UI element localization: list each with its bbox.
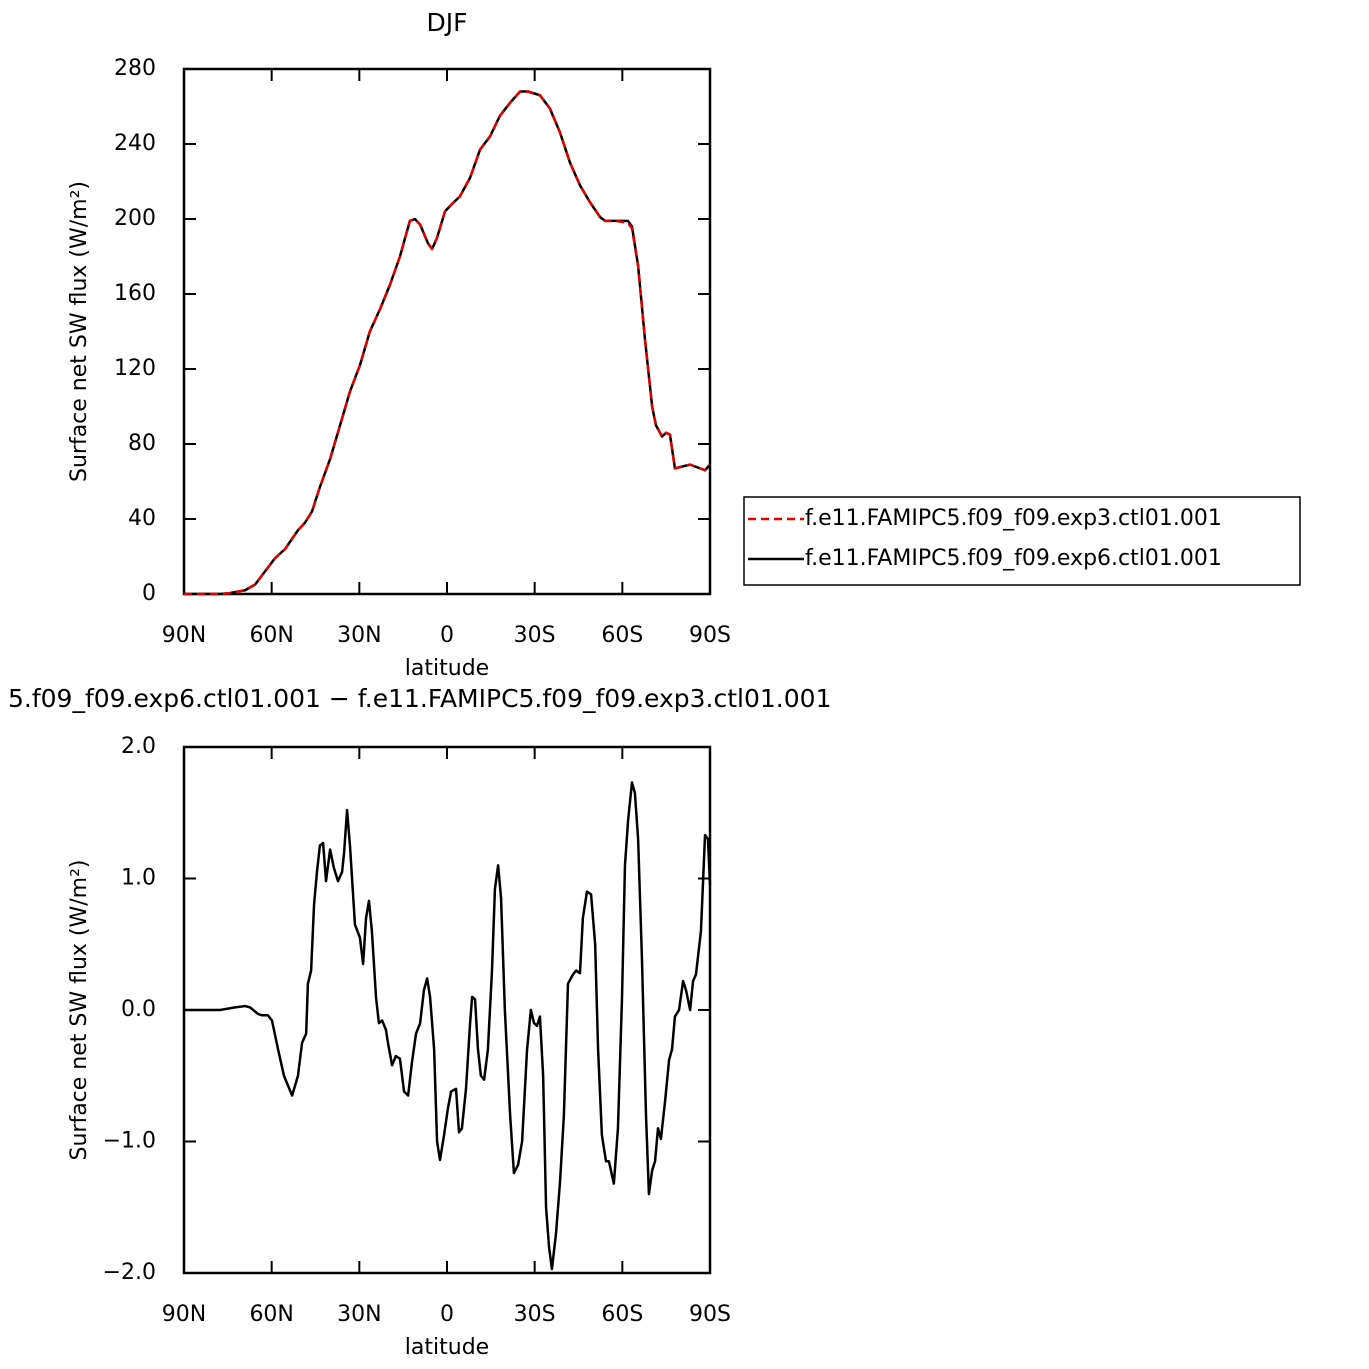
y-tick-label: 160 xyxy=(114,281,156,306)
y-tick-label: 120 xyxy=(114,356,156,381)
y-tick-label: 200 xyxy=(114,206,156,231)
x-tick-label: 30S xyxy=(514,623,556,648)
x-tick-label: 0 xyxy=(440,1302,454,1327)
y-tick-label: −2.0 xyxy=(103,1260,156,1285)
x-tick-label: 60N xyxy=(249,623,293,648)
legend-box xyxy=(743,496,1301,586)
y-tick-label: 0 xyxy=(142,581,156,606)
y-tick-label: 240 xyxy=(114,131,156,156)
x-tick-label: 60S xyxy=(601,1302,643,1327)
x-tick-label: 90S xyxy=(689,623,731,648)
data-line xyxy=(184,90,711,596)
legend-label: f.e11.FAMIPC5.f09_f09.exp3.ctl01.001 xyxy=(805,506,1222,531)
y-tick-label: 280 xyxy=(114,56,156,81)
y-tick-label: 40 xyxy=(128,506,156,531)
legend-label: f.e11.FAMIPC5.f09_f09.exp6.ctl01.001 xyxy=(805,546,1222,571)
chart-title: 5.f09_f09.exp6.ctl01.001 − f.e11.FAMIPC5… xyxy=(8,684,831,713)
x-tick-label: 90S xyxy=(689,1302,731,1327)
x-tick-label: 0 xyxy=(440,623,454,648)
y-axis-label: Surface net SW flux (W/m²) xyxy=(67,859,92,1160)
y-tick-label: 80 xyxy=(128,431,156,456)
plot-frame xyxy=(182,745,712,1275)
x-tick-label: 90N xyxy=(162,1302,206,1327)
x-tick-label: 30N xyxy=(337,623,381,648)
x-axis-label: latitude xyxy=(405,656,489,681)
y-tick-label: 1.0 xyxy=(121,866,156,891)
data-line xyxy=(184,90,711,596)
x-tick-label: 90N xyxy=(162,623,206,648)
y-axis-label: Surface net SW flux (W/m²) xyxy=(67,181,92,482)
y-tick-label: 2.0 xyxy=(121,734,156,759)
plot-frame xyxy=(182,67,712,596)
x-axis-label: latitude xyxy=(405,1335,489,1360)
data-line xyxy=(184,781,712,1271)
y-tick-label: 0.0 xyxy=(121,997,156,1022)
y-tick-label: −1.0 xyxy=(103,1129,156,1154)
x-tick-label: 30S xyxy=(514,1302,556,1327)
x-tick-label: 30N xyxy=(337,1302,381,1327)
x-tick-label: 60S xyxy=(601,623,643,648)
chart-title: DJF xyxy=(426,8,467,37)
x-tick-label: 60N xyxy=(249,1302,293,1327)
